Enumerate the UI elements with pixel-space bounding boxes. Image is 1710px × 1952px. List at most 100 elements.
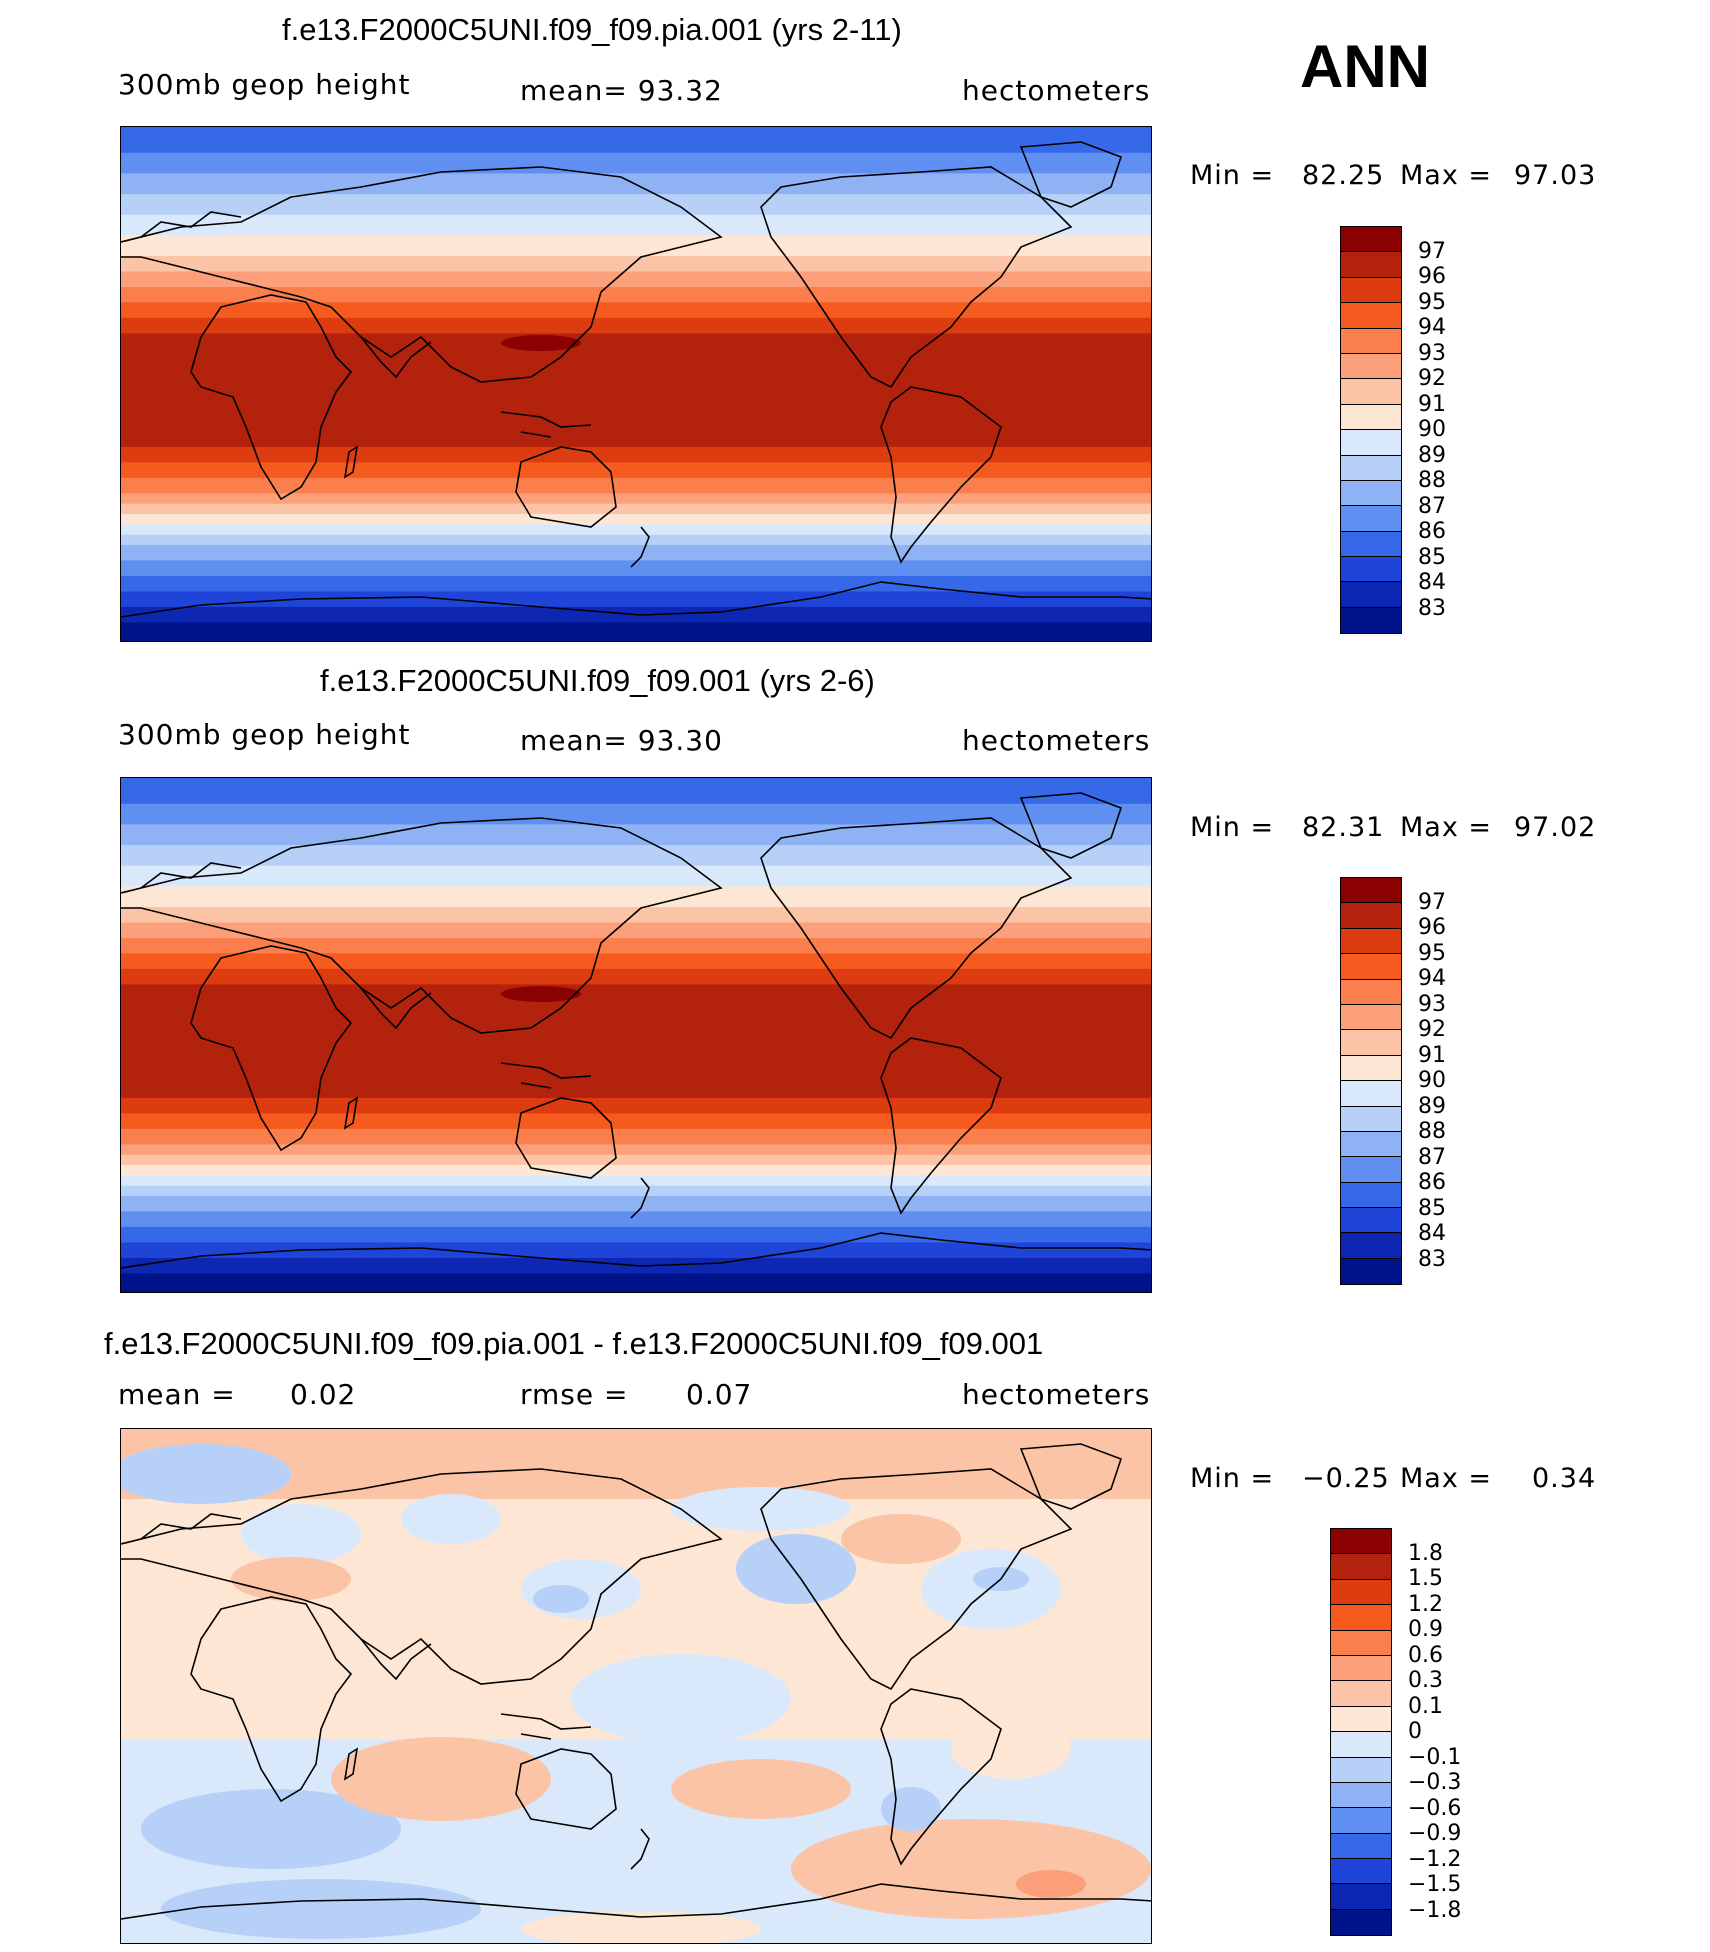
colorbar-tick-label: 88	[1418, 1119, 1446, 1144]
panel3-max-value: 0.34	[1532, 1463, 1597, 1494]
colorbar-tick-label: 89	[1418, 1093, 1446, 1119]
colorbar-tick-label: 1.8	[1408, 1540, 1443, 1566]
colorbar-tick-label: 97	[1418, 889, 1446, 915]
colorbar-swatch	[1331, 1859, 1391, 1885]
panel2-min-label: Min =	[1190, 812, 1275, 843]
contour-band	[121, 1185, 1151, 1197]
contour-band	[121, 1196, 1151, 1212]
colorbar-swatch	[1341, 582, 1401, 608]
panel3-min-value: −0.25	[1302, 1463, 1390, 1494]
colorbar-swatch	[1331, 1833, 1391, 1860]
panel2-units-label: hectometers	[962, 724, 1151, 757]
colorbar-swatch	[1341, 1081, 1401, 1107]
colorbar-tick-label: 96	[1418, 915, 1446, 940]
panel3-colorbar	[1330, 1528, 1392, 1936]
colorbar-tick-label: 95	[1418, 940, 1446, 966]
contour-band	[121, 1211, 1151, 1228]
colorbar-tick-label: −0.9	[1408, 1821, 1462, 1846]
colorbar-swatch	[1341, 954, 1401, 980]
colorbar-swatch	[1341, 227, 1401, 253]
colorbar-swatch	[1331, 1706, 1391, 1733]
contour-band	[121, 1154, 1151, 1166]
panel2-colorbar	[1340, 877, 1402, 1285]
panel1-max-value: 97.03	[1514, 160, 1597, 191]
colorbar-swatch	[1341, 1004, 1401, 1031]
colorbar-swatch	[1341, 328, 1401, 354]
colorbar-tick-label: 85	[1418, 544, 1446, 570]
panel1-min-label: Min =	[1190, 160, 1275, 191]
contour-band	[121, 127, 1151, 154]
colorbar-swatch	[1341, 1131, 1401, 1158]
coastline-outline	[121, 792, 1151, 1269]
panel1-map	[120, 126, 1152, 642]
contour-band	[121, 938, 1151, 954]
colorbar-tick-label: 89	[1418, 442, 1446, 468]
colorbar-swatch	[1341, 1106, 1401, 1132]
colorbar-swatch	[1331, 1909, 1391, 1936]
panel3-rmse-value: 0.07	[686, 1378, 753, 1411]
panel3-title: f.e13.F2000C5UNI.f09_f09.pia.001 - f.e13…	[104, 1326, 1044, 1361]
contour-band	[121, 922, 1151, 939]
panel1-min-value: 82.25	[1302, 160, 1385, 191]
contour-band	[121, 984, 1151, 1099]
colorbar-swatch	[1341, 455, 1401, 481]
colorbar-swatch	[1341, 379, 1401, 405]
colorbar-swatch	[1341, 252, 1401, 278]
colorbar-tick-label: 90	[1418, 1068, 1446, 1093]
colorbar-swatch	[1341, 1258, 1401, 1285]
colorbar-tick-label: 0.1	[1408, 1693, 1443, 1719]
colorbar-tick-label: −0.1	[1408, 1744, 1462, 1770]
colorbar-tick-label: 87	[1418, 493, 1446, 519]
colorbar-tick-label: 86	[1418, 1170, 1446, 1195]
colorbar-swatch	[1341, 506, 1401, 532]
colorbar-tick-label: 0.9	[1408, 1617, 1443, 1642]
contour-band	[121, 1144, 1151, 1156]
colorbar-tick-label: −1.2	[1408, 1846, 1462, 1872]
panel1-max-label: Max =	[1400, 160, 1493, 191]
panel3-units-label: hectometers	[962, 1378, 1151, 1411]
panel2-map	[120, 777, 1152, 1293]
colorbar-tick-label: 83	[1418, 1246, 1446, 1272]
colorbar-tick-label: 91	[1418, 1042, 1446, 1068]
contour-band	[121, 514, 1151, 525]
colorbar-swatch	[1341, 607, 1401, 634]
panel3-difference-field	[121, 1429, 1151, 1943]
colorbar-swatch	[1341, 557, 1401, 583]
panel2-variable-label: 300mb geop height	[118, 718, 411, 751]
colorbar-tick-label: 88	[1418, 468, 1446, 493]
contour-band	[121, 1113, 1151, 1130]
colorbar-tick-label: −1.5	[1408, 1872, 1462, 1897]
panel1-units-label: hectometers	[962, 74, 1151, 107]
panel2-max-label: Max =	[1400, 812, 1493, 843]
colorbar-tick-label: −1.8	[1408, 1897, 1462, 1923]
colorbar-swatch	[1341, 303, 1401, 329]
contour-band	[121, 524, 1151, 536]
colorbar-tick-label: 0.6	[1408, 1642, 1443, 1668]
panel3-rmse-label: rmse =	[520, 1378, 629, 1411]
colorbar-swatch	[1331, 1732, 1391, 1758]
colorbar-tick-label: 97	[1418, 238, 1446, 264]
colorbar-swatch	[1341, 1055, 1401, 1082]
colorbar-tick-label: 94	[1418, 315, 1446, 340]
contour-band	[121, 1242, 1151, 1259]
colorbar-tick-label: 0.3	[1408, 1668, 1443, 1693]
contour-band	[121, 886, 1151, 908]
contour-band	[121, 1226, 1151, 1243]
colorbar-tick-label: 92	[1418, 366, 1446, 391]
colorbar-swatch	[1341, 430, 1401, 456]
panel3-min-label: Min =	[1190, 1463, 1275, 1494]
colorbar-tick-label: 1.5	[1408, 1566, 1443, 1591]
panel2-mean-label: mean= 93.30	[520, 724, 723, 757]
colorbar-swatch	[1341, 1208, 1401, 1234]
contour-band	[121, 214, 1151, 236]
colorbar-swatch	[1331, 1655, 1391, 1682]
contour-band	[121, 462, 1151, 479]
contour-band	[121, 194, 1151, 216]
colorbar-tick-label: 90	[1418, 417, 1446, 442]
panel1-mean-label: mean= 93.32	[520, 74, 723, 107]
panel1-variable-label: 300mb geop height	[118, 68, 411, 101]
colorbar-swatch	[1331, 1630, 1391, 1656]
contour-band	[121, 333, 1151, 448]
contour-band	[121, 493, 1151, 505]
contour-band	[121, 968, 1151, 985]
